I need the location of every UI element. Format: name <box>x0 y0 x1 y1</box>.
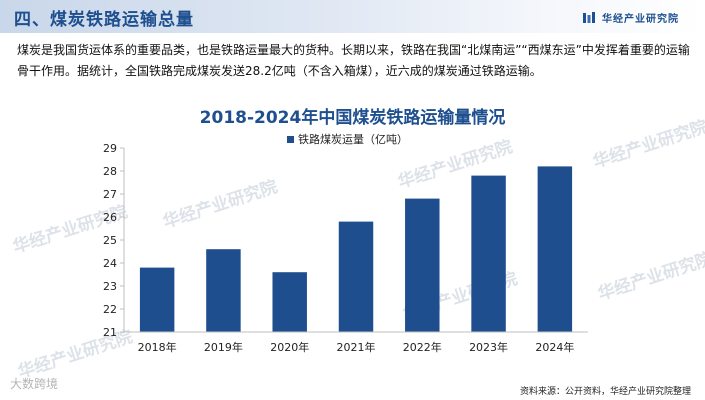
bar-2024年 <box>537 166 573 332</box>
x-tick-label: 2018年 <box>138 340 177 354</box>
brand-logo-icon <box>583 11 595 23</box>
y-tick-label: 26 <box>103 211 117 224</box>
y-tick-label: 28 <box>103 165 117 178</box>
bar-2023年 <box>471 175 506 332</box>
legend-swatch <box>287 136 294 143</box>
y-tick-label: 24 <box>103 257 117 270</box>
section-header: 四、煤炭铁路运输总量 华经产业研究院 <box>0 0 705 33</box>
chart-legend: 铁路煤炭运量（亿吨） <box>287 133 408 146</box>
x-tick-label: 2023年 <box>469 340 508 354</box>
y-tick-label: 27 <box>103 188 117 201</box>
y-axis: 21 22 23 24 25 26 27 28 29 <box>103 142 125 339</box>
y-tick-label: 21 <box>103 326 117 339</box>
y-tick-label: 23 <box>103 280 117 293</box>
bar-2022年 <box>405 198 440 332</box>
x-axis: 2018年 2019年 2020年 2021年 2022年 2023年 2024年 <box>124 331 588 354</box>
chart-title: 2018-2024年中国煤炭铁路运输量情况 <box>199 108 506 128</box>
x-tick-label: 2022年 <box>403 340 442 354</box>
legend-label: 铁路煤炭运量（亿吨） <box>298 133 408 146</box>
y-tick-label: 29 <box>103 142 117 155</box>
x-tick-label: 2024年 <box>535 340 574 354</box>
footer-watermark-mark: 大数跨境 <box>10 377 59 391</box>
intro-paragraph: 煤炭是我国货运体系的重要品类，也是铁路运量最大的货种。长期以来，铁路在我国“北煤… <box>17 43 690 78</box>
x-tick-label: 2021年 <box>337 340 376 354</box>
bar-2019年 <box>206 249 241 332</box>
x-tick-label: 2019年 <box>204 340 243 354</box>
y-tick-label: 25 <box>103 234 117 247</box>
bar-2020年 <box>272 272 307 332</box>
bar-2021年 <box>338 221 374 332</box>
brand-name: 华经产业研究院 <box>602 14 679 25</box>
bars <box>139 166 573 332</box>
source-note: 资料来源：公开资料，华经产业研究院整理 <box>519 387 691 397</box>
section-title: 四、煤炭铁路运输总量 <box>14 10 194 30</box>
bar-2018年 <box>139 267 175 332</box>
y-tick-label: 22 <box>103 303 117 316</box>
brand: 华经产业研究院 <box>583 10 679 25</box>
x-tick-label: 2020年 <box>270 340 309 354</box>
